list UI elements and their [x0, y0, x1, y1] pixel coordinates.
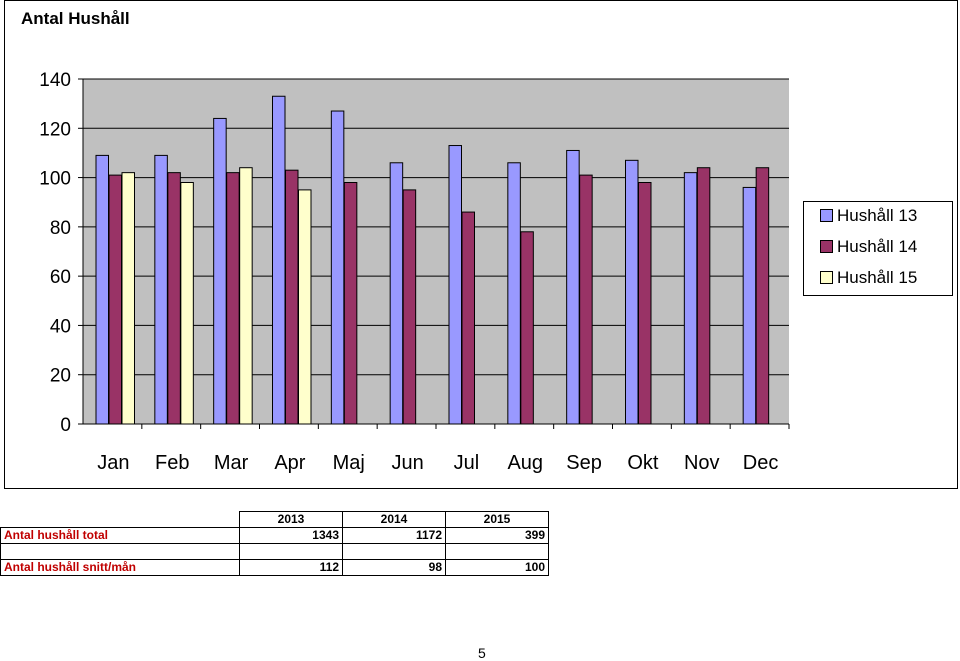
page-number: 5	[478, 645, 486, 661]
bar-hush-ll-15-mar	[239, 167, 253, 425]
legend-swatch-hushall-15	[820, 271, 833, 284]
x-tick-label: Jan	[97, 452, 129, 474]
summary-total-2015: 399	[445, 527, 549, 544]
summary-total-2013: 1343	[239, 527, 343, 544]
x-tick-label: Okt	[627, 452, 659, 474]
summary-header-empty	[1, 512, 240, 528]
summary-row-total: Antal hushåll total 1343 1172 399	[0, 527, 549, 544]
bar-hush-ll-14-dec	[755, 167, 770, 425]
bar-hush-ll-13-jul	[448, 145, 462, 425]
summary-average-2014: 98	[342, 559, 446, 576]
legend-swatch-hushall-13	[820, 209, 833, 222]
summary-spacer-cell	[239, 543, 343, 560]
y-tick-label: 100	[39, 169, 71, 190]
chart-legend: Hushåll 13 Hushåll 14 Hushåll 15	[803, 201, 953, 296]
y-tick-label: 120	[39, 119, 71, 140]
y-tick-label: 140	[39, 70, 71, 91]
summary-row-average: Antal hushåll snitt/mån 112 98 100	[0, 559, 549, 576]
bar-hush-ll-13-jan	[95, 154, 109, 425]
bar-hush-ll-13-okt	[625, 159, 639, 425]
bar-hush-ll-13-nov	[683, 172, 698, 425]
bar-chart: 0 20 40 60 80 100 120 140 Jan Feb Mar Apr Maj Jun Jul A…	[39, 70, 790, 474]
x-tick-label: Nov	[684, 452, 720, 474]
bar-hush-ll-13-dec	[742, 186, 757, 425]
summary-year-2014: 2014	[342, 511, 446, 528]
bar-hush-ll-14-jul	[461, 211, 475, 425]
legend-item-hushall-15: Hushåll 15	[820, 268, 917, 288]
x-tick-label: Aug	[507, 452, 543, 474]
x-tick-label: Maj	[333, 452, 365, 474]
bar-hush-ll-14-maj	[343, 182, 358, 425]
y-tick-label: 20	[50, 366, 71, 387]
summary-label-total: Antal hushåll total	[0, 527, 240, 544]
bar-hush-ll-14-okt	[638, 182, 652, 425]
legend-label-hushall-14: Hushåll 14	[837, 237, 918, 256]
bar-hush-ll-14-apr	[285, 169, 299, 425]
summary-spacer-cell	[0, 543, 240, 560]
bar-hush-ll-14-jun	[402, 189, 417, 425]
bar-hush-ll-14-nov	[696, 167, 711, 425]
bar-hush-ll-14-feb	[167, 172, 181, 425]
x-tick-label: Apr	[274, 452, 305, 474]
bar-hush-ll-15-feb	[180, 182, 194, 425]
y-tick-label: 0	[60, 415, 71, 436]
bar-hush-ll-13-maj	[330, 110, 345, 425]
chart-frame: 0 20 40 60 80 100 120 140 Jan Feb Mar Apr Maj Jun Jul A…	[4, 0, 958, 489]
bar-hush-ll-14-sep	[579, 174, 593, 425]
x-tick-label: Feb	[155, 452, 189, 474]
bar-hush-ll-13-apr	[272, 95, 286, 425]
summary-total-2014: 1172	[342, 527, 446, 544]
summary-row-spacer	[0, 543, 549, 560]
bar-hush-ll-14-mar	[226, 172, 240, 425]
summary-average-2015: 100	[445, 559, 549, 576]
x-tick-label: Dec	[743, 452, 779, 474]
bar-hush-ll-14-jan	[108, 174, 122, 425]
y-tick-label: 40	[50, 316, 71, 337]
x-tick-label: Mar	[214, 452, 249, 474]
y-tick-label: 80	[50, 218, 71, 239]
summary-year-2013: 2013	[239, 511, 343, 528]
summary-label-average: Antal hushåll snitt/mån	[0, 559, 240, 576]
y-tick-label: 60	[50, 267, 71, 288]
bar-hush-ll-15-jan	[121, 172, 135, 425]
summary-spacer-cell	[342, 543, 446, 560]
legend-item-hushall-13: Hushåll 13	[820, 206, 917, 226]
x-tick-label: Sep	[566, 452, 602, 474]
summary-spacer-cell	[445, 543, 549, 560]
x-tick-label: Jul	[454, 452, 480, 474]
bar-hush-ll-13-mar	[213, 117, 227, 425]
bar-hush-ll-15-apr	[298, 189, 312, 425]
bar-hush-ll-14-aug	[520, 231, 534, 425]
legend-label-hushall-13: Hushåll 13	[837, 206, 918, 225]
summary-average-2013: 112	[239, 559, 343, 576]
x-tick-label: Jun	[391, 452, 423, 474]
chart-title: Antal Hushåll	[21, 9, 130, 28]
summary-header-row: 2013 2014 2015	[1, 511, 549, 528]
plot-area	[83, 79, 789, 424]
summary-year-2015: 2015	[445, 511, 549, 528]
bar-hush-ll-13-sep	[566, 149, 580, 425]
legend-label-hushall-15: Hushåll 15	[837, 268, 918, 287]
bar-hush-ll-13-feb	[154, 154, 168, 425]
bar-hush-ll-13-aug	[507, 162, 521, 425]
legend-item-hushall-14: Hushåll 14	[820, 237, 917, 257]
legend-swatch-hushall-14	[820, 240, 833, 253]
summary-table: 2013 2014 2015 Antal hushåll total 1343 …	[0, 511, 549, 576]
bar-hush-ll-13-jun	[389, 162, 404, 425]
